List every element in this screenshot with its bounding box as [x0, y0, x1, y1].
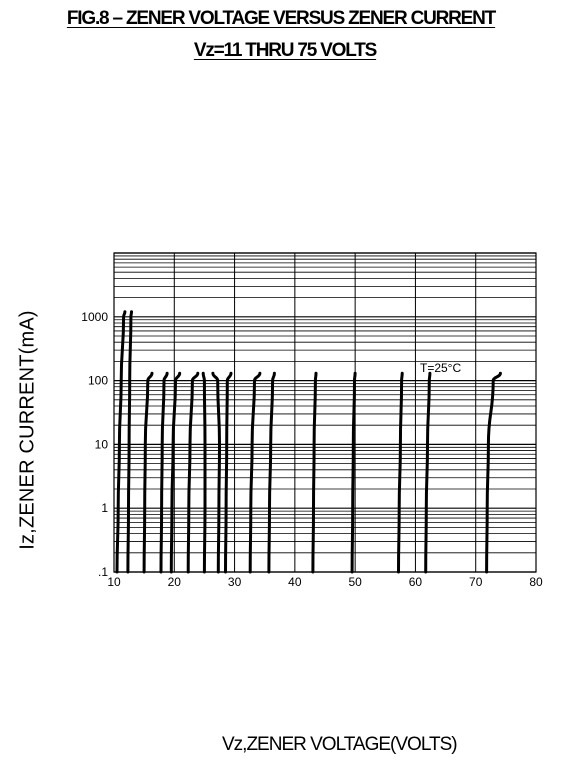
- x-tick-label: 50: [348, 575, 362, 589]
- x-tick-label: 10: [107, 575, 121, 589]
- x-tick-label: 80: [529, 575, 543, 589]
- series-line: [397, 371, 404, 574]
- series-line: [485, 371, 502, 574]
- series-line: [201, 371, 207, 574]
- tick-labels: 10 20 30 40 50 60 70 80 .1 1 10 100 1000: [81, 310, 543, 589]
- series-line: [311, 371, 318, 574]
- y-tick-label: 1000: [81, 310, 108, 324]
- x-tick-label: 40: [288, 575, 302, 589]
- y-tick-label: 100: [88, 374, 108, 388]
- series-line: [159, 371, 169, 574]
- series-line: [211, 371, 221, 574]
- series-line: [248, 371, 262, 574]
- y-tick-label: 10: [95, 437, 109, 451]
- x-axis-label: Vz,ZENER VOLTAGE(VOLTS): [222, 734, 458, 755]
- series-line: [115, 310, 127, 574]
- x-tick-label: 70: [469, 575, 483, 589]
- series-line: [142, 371, 154, 574]
- series-line: [350, 371, 357, 574]
- x-tick-label: 20: [168, 575, 182, 589]
- x-tick-label: 30: [228, 575, 242, 589]
- series-line: [126, 310, 133, 574]
- series-line: [424, 371, 432, 574]
- temperature-annotation: T=25°C: [420, 361, 461, 375]
- series-line: [186, 371, 200, 574]
- chart-subtitle: Vz=11 THRU 75 VOLTS: [193, 40, 377, 61]
- y-axis-label: Iz,ZENER CURRENT(mA): [16, 310, 39, 550]
- series-line: [267, 371, 276, 574]
- grid-layer: [113, 252, 537, 573]
- series-layer: [115, 310, 502, 574]
- x-tick-label: 60: [409, 575, 423, 589]
- y-tick-label: 1: [101, 501, 108, 515]
- chart-title: FIG.8 – ZENER VOLTAGE VERSUS ZENER CURRE…: [66, 8, 496, 29]
- series-line: [169, 371, 182, 574]
- series-line: [224, 371, 233, 574]
- plot-frame: [113, 252, 537, 573]
- y-tick-label: .1: [98, 565, 108, 579]
